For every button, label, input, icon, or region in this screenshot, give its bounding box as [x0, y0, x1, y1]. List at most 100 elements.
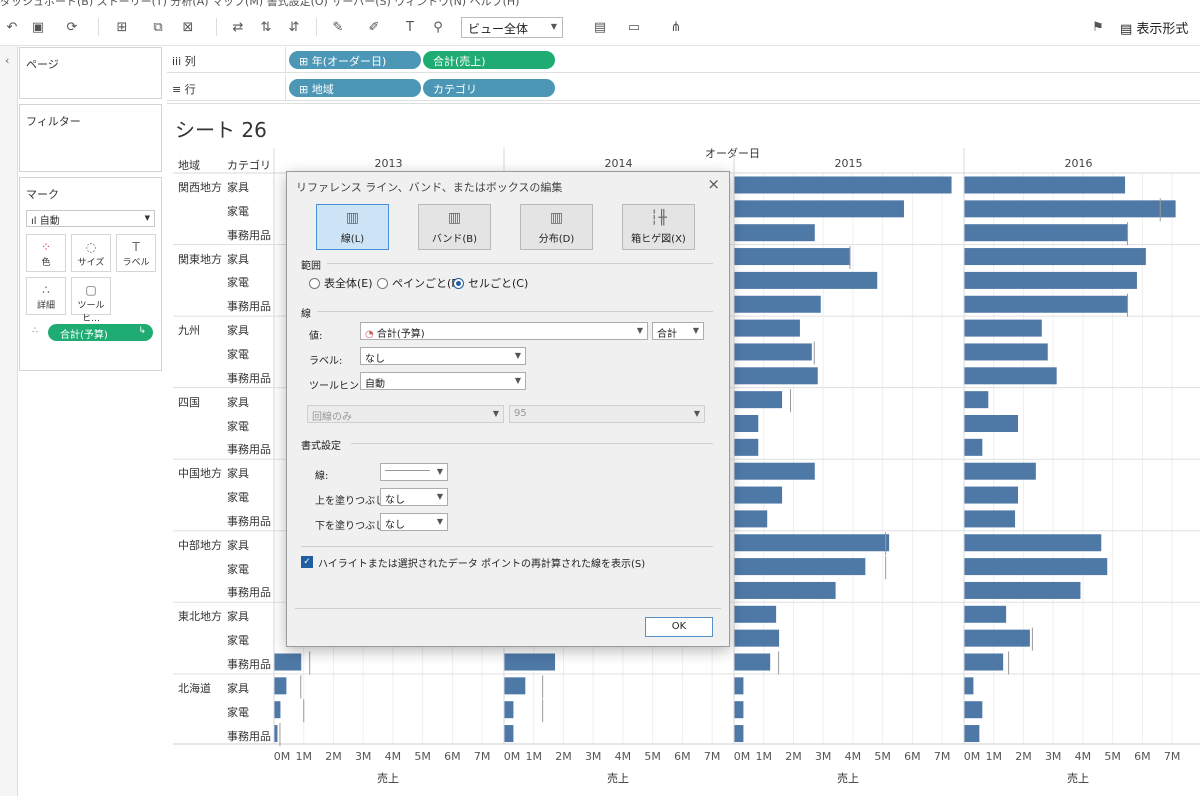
fill-below-select[interactable]: なし ▼ — [380, 513, 448, 531]
bar[interactable] — [734, 343, 812, 361]
scope-cell-radio[interactable]: セルごと(C) — [453, 275, 528, 291]
bar[interactable] — [734, 391, 783, 409]
bar[interactable] — [734, 319, 800, 337]
bar[interactable] — [734, 415, 759, 432]
bar[interactable] — [964, 701, 983, 719]
bar[interactable] — [964, 224, 1129, 242]
aggregation-select[interactable]: 合計 ▼ — [652, 322, 704, 340]
filters-card[interactable]: フィルター — [19, 104, 162, 172]
tooltip-button[interactable]: ▢ ツールヒ… — [71, 277, 111, 324]
bar[interactable] — [504, 653, 556, 671]
bar[interactable] — [964, 462, 1036, 480]
value-select[interactable]: ◔ 合計(予算) ▼ — [360, 322, 648, 340]
bar[interactable] — [964, 677, 974, 695]
budget-pill[interactable]: 合計(予算) ↳ — [48, 324, 153, 341]
show-me-button[interactable]: ▤ 表示形式 — [1120, 18, 1188, 37]
bar[interactable] — [734, 725, 744, 743]
bar[interactable] — [504, 725, 514, 743]
bar[interactable] — [964, 200, 1176, 218]
refresh-icon[interactable]: ⟳ — [66, 19, 78, 35]
save-icon[interactable]: ▣ — [31, 19, 45, 35]
color-button[interactable]: ⁘ 色 — [26, 234, 66, 272]
clear-sheet-icon[interactable]: ⊠ — [182, 19, 194, 35]
bar[interactable] — [964, 319, 1042, 337]
bar[interactable] — [964, 343, 1048, 361]
bar[interactable] — [274, 653, 302, 671]
type-line-button[interactable]: ▥ 線(L) — [316, 204, 389, 250]
bar[interactable] — [964, 295, 1129, 313]
size-button[interactable]: ◌ サイズ — [71, 234, 111, 272]
bar[interactable] — [964, 558, 1108, 576]
bar[interactable] — [964, 438, 983, 456]
recalculate-checkbox[interactable]: ✓ — [301, 556, 313, 568]
type-band-button[interactable]: ▥ バンド(B) — [418, 204, 491, 250]
bar[interactable] — [734, 271, 878, 289]
bar[interactable] — [964, 510, 1016, 528]
bar[interactable] — [964, 248, 1146, 266]
bar[interactable] — [734, 248, 851, 266]
card-icon[interactable]: ▤ — [593, 19, 607, 35]
year-order-date-pill[interactable]: ⊞ 年(オーダー日) — [289, 51, 421, 69]
bar[interactable] — [734, 295, 821, 313]
bar[interactable] — [274, 701, 281, 719]
detail-button[interactable]: ∴ 詳細 — [26, 277, 66, 315]
bar[interactable] — [964, 415, 1019, 432]
text-icon[interactable]: T — [406, 19, 414, 35]
annotate-icon[interactable]: ✐ — [368, 19, 380, 35]
bar[interactable] — [964, 391, 989, 409]
bar[interactable] — [504, 701, 514, 719]
bar[interactable] — [964, 176, 1126, 194]
bar[interactable] — [734, 677, 744, 695]
bar[interactable] — [964, 629, 1030, 647]
collapse-strip[interactable]: ‹ — [0, 46, 18, 796]
bar[interactable] — [734, 653, 771, 671]
sort-asc-icon[interactable]: ⇅ — [260, 19, 272, 35]
bar[interactable] — [734, 367, 818, 385]
presentation-icon[interactable]: ▭ — [627, 19, 641, 35]
bar[interactable] — [734, 558, 866, 576]
bar[interactable] — [734, 462, 815, 480]
bar[interactable] — [734, 224, 815, 242]
swap-icon[interactable]: ⇄ — [232, 19, 244, 35]
bar[interactable] — [964, 271, 1137, 289]
bar[interactable] — [964, 653, 1004, 671]
tooltip-select[interactable]: 自動 ▼ — [360, 372, 526, 390]
menu-text[interactable]: ダッシュボード(B) ストーリー(T) 分析(A) マップ(M) 書式設定(O)… — [0, 0, 520, 8]
bar[interactable] — [274, 677, 287, 695]
duplicate-icon[interactable]: ⧉ — [153, 19, 163, 35]
label-select[interactable]: なし ▼ — [360, 347, 526, 365]
bar[interactable] — [734, 176, 952, 194]
bar[interactable] — [734, 581, 836, 599]
bar[interactable] — [274, 725, 278, 743]
type-distribution-button[interactable]: ▥ 分布(D) — [520, 204, 593, 250]
bar[interactable] — [734, 438, 759, 456]
back-icon[interactable]: ↶ — [6, 19, 18, 35]
bar[interactable] — [734, 510, 768, 528]
line-style-select[interactable]: ▼ — [380, 463, 448, 481]
ok-button[interactable]: OK — [645, 617, 713, 637]
bar[interactable] — [734, 605, 777, 623]
bar[interactable] — [734, 534, 890, 552]
bar[interactable] — [964, 486, 1019, 504]
new-sheet-icon[interactable]: ⊞ — [116, 19, 128, 35]
close-icon[interactable]: × — [707, 175, 720, 193]
bar[interactable] — [734, 701, 744, 719]
bar[interactable] — [964, 725, 980, 743]
bar[interactable] — [734, 629, 780, 647]
bar[interactable] — [504, 677, 526, 695]
bar[interactable] — [964, 367, 1057, 385]
sort-desc-icon[interactable]: ⇵ — [288, 19, 300, 35]
scope-pane-radio[interactable]: ペインごと(P) — [377, 275, 462, 291]
fit-select[interactable]: ビュー全体 ▼ — [461, 17, 563, 38]
scope-table-radio[interactable]: 表全体(E) — [309, 275, 373, 291]
pin-icon[interactable]: ⚲ — [433, 19, 443, 35]
sum-sales-pill[interactable]: 合計(売上) — [423, 51, 555, 69]
bar[interactable] — [734, 200, 904, 218]
highlight-icon[interactable]: ✎ — [332, 19, 344, 35]
region-pill[interactable]: ⊞ 地域 — [289, 79, 421, 97]
bar[interactable] — [964, 534, 1102, 552]
fill-above-select[interactable]: なし ▼ — [380, 488, 448, 506]
share-icon[interactable]: ⋔ — [670, 19, 682, 35]
bar[interactable] — [964, 581, 1081, 599]
label-button[interactable]: T ラベル — [116, 234, 156, 272]
